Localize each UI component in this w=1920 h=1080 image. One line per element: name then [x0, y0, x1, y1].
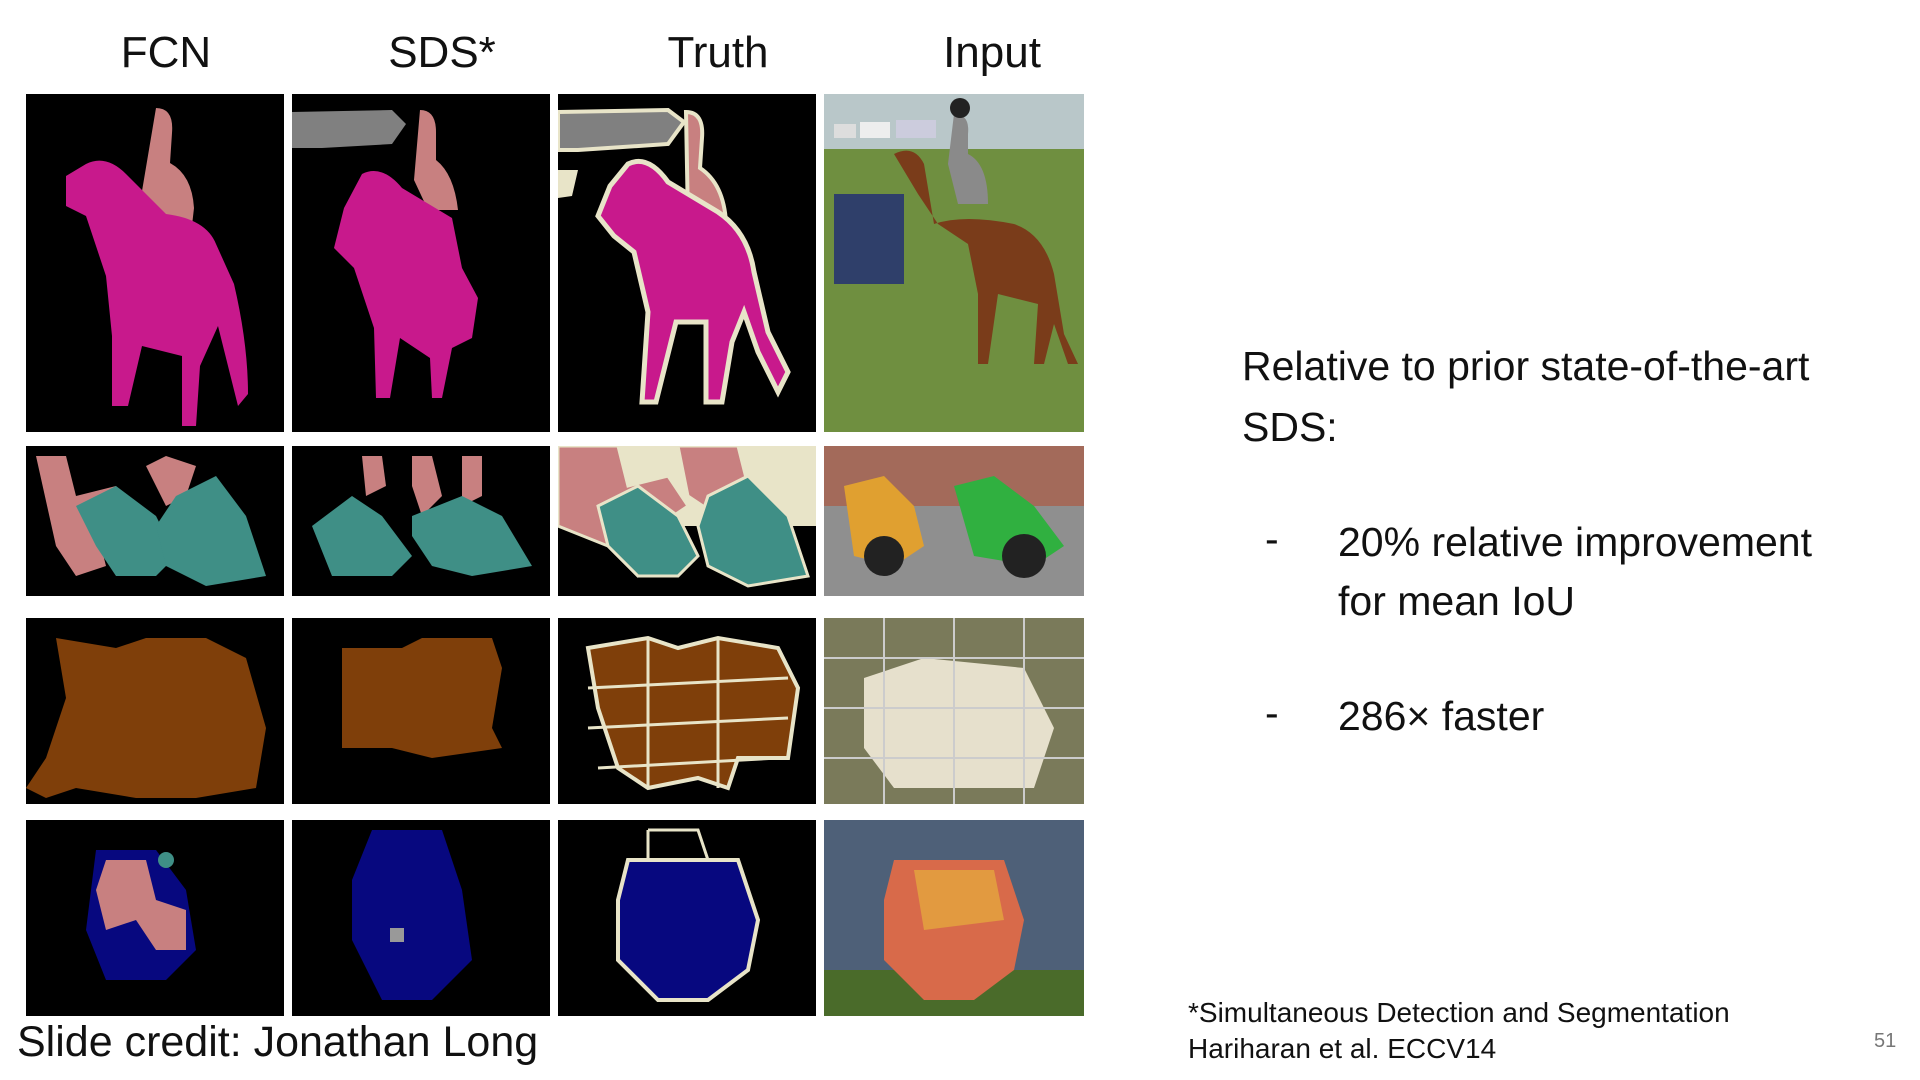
sds-segmentation-motorbike — [292, 446, 550, 596]
bullet-dash-1: - — [1265, 516, 1279, 562]
input-photo-motorbike — [824, 446, 1084, 596]
bullet-1-line-2: for mean IoU — [1338, 578, 1575, 624]
column-header-input: Input — [943, 28, 1041, 77]
input-photo-sheep — [824, 618, 1084, 804]
fcn-segmentation-sheep — [26, 618, 284, 804]
truth-segmentation-motorbike — [558, 446, 816, 596]
sds-segmentation-boat — [292, 820, 550, 1016]
column-header-truth: Truth — [667, 28, 769, 77]
reference: *Simultaneous Detection and Segmentation… — [1188, 995, 1730, 1068]
bullet-2: 286× faster — [1338, 693, 1545, 739]
sds-segmentation-horse — [292, 94, 550, 432]
page-number: 51 — [1874, 1030, 1897, 1052]
sds-segmentation-sheep — [292, 618, 550, 804]
slide-credit: Slide credit: Jonathan Long — [17, 1018, 539, 1066]
reference-line-1: *Simultaneous Detection and Segmentation — [1188, 997, 1730, 1028]
heading-line-2: SDS: — [1242, 404, 1338, 450]
truth-segmentation-boat — [558, 820, 816, 1016]
fcn-segmentation-horse — [26, 94, 284, 432]
bullet-1-line-1: 20% relative improvement — [1338, 519, 1812, 565]
truth-segmentation-horse — [558, 94, 816, 432]
fcn-segmentation-boat — [26, 820, 284, 1016]
input-photo-horse — [824, 94, 1084, 432]
bullet-dash-2: - — [1265, 690, 1279, 736]
input-photo-boat — [824, 820, 1084, 1016]
fcn-segmentation-motorbike — [26, 446, 284, 596]
reference-line-2: Hariharan et al. ECCV14 — [1188, 1033, 1497, 1065]
truth-segmentation-sheep — [558, 618, 816, 804]
column-header-sds: SDS* — [388, 28, 496, 77]
column-header-fcn: FCN — [120, 28, 212, 77]
heading-line-1: Relative to prior state-of-the-art — [1242, 343, 1810, 389]
